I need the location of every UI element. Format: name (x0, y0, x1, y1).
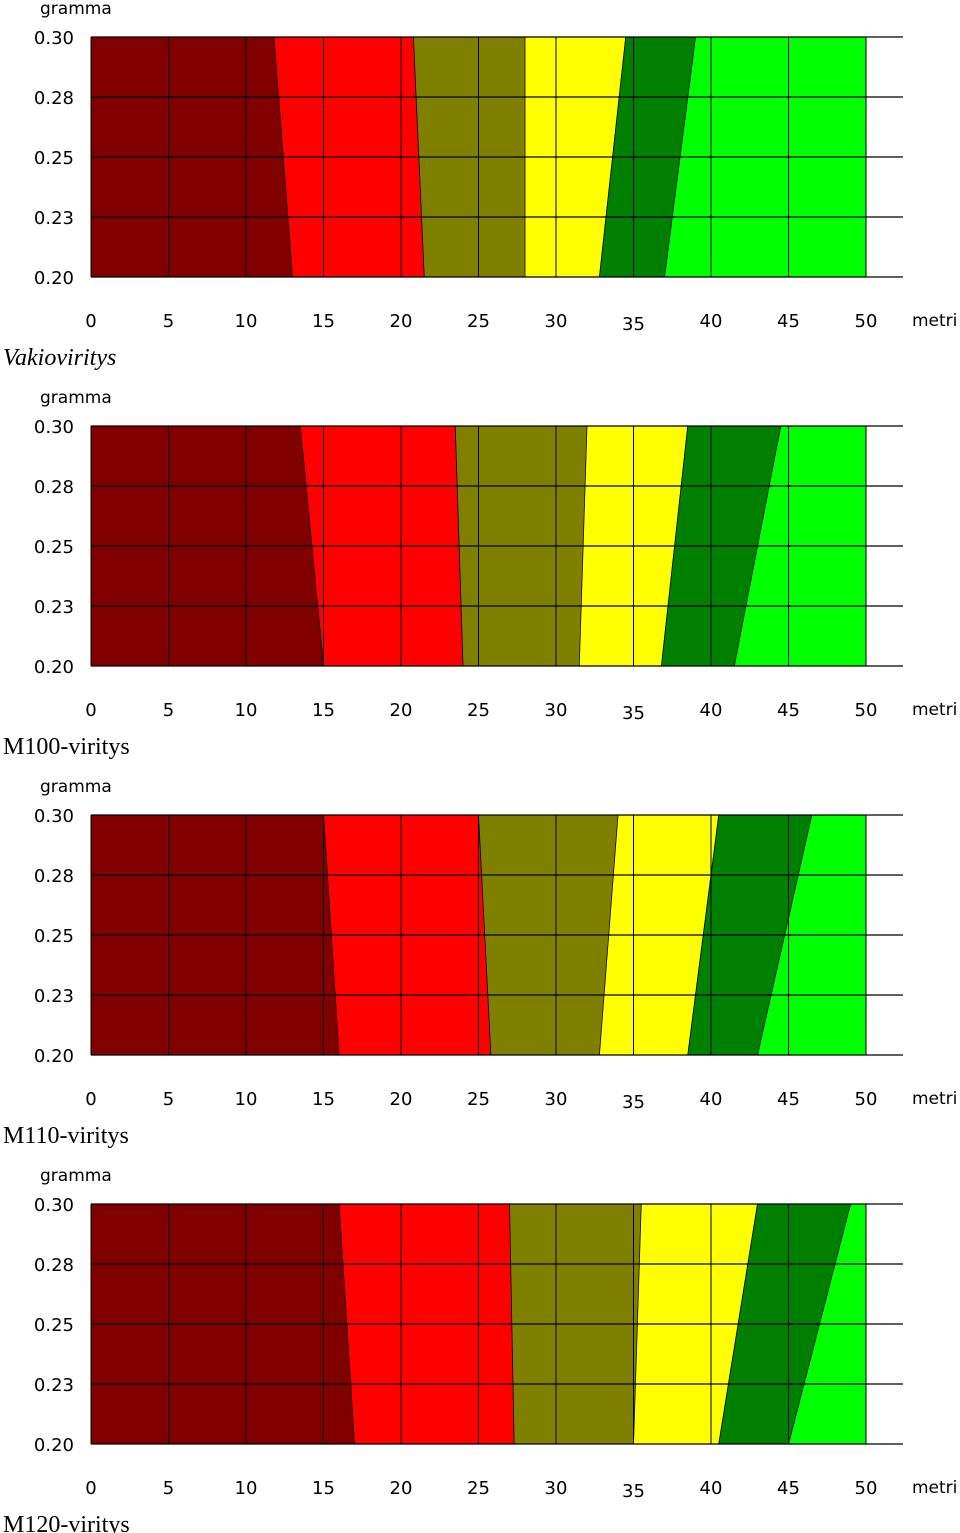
x-tick-label: 5 (163, 311, 174, 332)
x-axis-label: metri (912, 311, 957, 331)
y-tick-label: 0.30 (34, 806, 74, 827)
x-tick-label: 15 (312, 311, 335, 332)
y-tick-label: 0.23 (34, 597, 74, 618)
chart-caption: M100-viritys (3, 734, 130, 760)
x-tick-label: 30 (545, 700, 568, 721)
x-tick-label: 40 (700, 700, 723, 721)
x-tick-label: 45 (777, 1089, 800, 1110)
x-tick-label: 10 (235, 1478, 258, 1499)
x-tick-label: 20 (390, 1478, 413, 1499)
x-tick-label: 20 (390, 700, 413, 721)
y-tick-label: 0.28 (34, 866, 74, 887)
x-tick-label: 40 (700, 1478, 723, 1499)
y-axis-label: gramma (40, 388, 112, 408)
x-tick-label: 45 (777, 1478, 800, 1499)
y-tick-label: 0.20 (34, 268, 74, 289)
y-tick-label: 0.28 (34, 1255, 74, 1276)
x-tick-label: 45 (777, 311, 800, 332)
x-tick-label: 20 (390, 311, 413, 332)
x-tick-label: 5 (163, 1478, 174, 1499)
y-tick-label: 0.20 (34, 1435, 74, 1456)
x-tick-label: 10 (235, 700, 258, 721)
y-axis-label: gramma (40, 0, 112, 19)
x-tick-label: 35 (622, 314, 645, 335)
y-tick-label: 0.25 (34, 926, 74, 947)
x-tick-label: 50 (855, 1089, 878, 1110)
chart-panel-1: 0.30 0.28 0.25 0.23 0.20 0 5 10 15 20 25 30 35 40 45 50… (3, 0, 957, 371)
x-axis-label: metri (912, 700, 957, 720)
x-tick-label: 0 (85, 1478, 96, 1499)
x-tick-label: 40 (700, 1089, 723, 1110)
x-tick-label: 15 (312, 1089, 335, 1110)
y-tick-label: 0.25 (34, 1315, 74, 1336)
x-tick-label: 25 (467, 311, 490, 332)
y-tick-label: 0.28 (34, 88, 74, 109)
x-tick-label: 15 (312, 1478, 335, 1499)
y-tick-label: 0.30 (34, 28, 74, 49)
x-tick-label: 40 (700, 311, 723, 332)
x-tick-label: 50 (855, 700, 878, 721)
x-tick-label: 35 (622, 703, 645, 724)
x-tick-label: 35 (622, 1481, 645, 1502)
x-tick-label: 30 (545, 311, 568, 332)
x-tick-label: 30 (545, 1478, 568, 1499)
x-tick-label: 35 (622, 1092, 645, 1113)
chart-panel-2: 0.30 0.28 0.25 0.23 0.20 0 5 10 15 20 25 30 35 40 45 50… (3, 388, 957, 760)
x-tick-label: 5 (163, 700, 174, 721)
y-tick-label: 0.23 (34, 1375, 74, 1396)
y-tick-label: 0.30 (34, 417, 74, 438)
chart-panel-3: 0.30 0.28 0.25 0.23 0.20 0 5 10 15 20 25 30 35 40 45 50… (3, 777, 957, 1149)
y-tick-label: 0.23 (34, 208, 74, 229)
y-axis-label: gramma (40, 777, 112, 797)
x-tick-label: 45 (777, 700, 800, 721)
y-tick-label: 0.20 (34, 657, 74, 678)
chart-caption: M120-viritys (3, 1512, 130, 1533)
x-tick-label: 15 (312, 700, 335, 721)
x-tick-label: 0 (85, 311, 96, 332)
y-axis-label: gramma (40, 1166, 112, 1186)
x-axis-label: metri (912, 1478, 957, 1498)
y-tick-label: 0.25 (34, 148, 74, 169)
x-axis-label: metri (912, 1089, 957, 1109)
x-tick-label: 20 (390, 1089, 413, 1110)
chart-caption: Vakioviritys (3, 345, 116, 371)
x-tick-label: 25 (467, 700, 490, 721)
chart-panel-4: 0.30 0.28 0.25 0.23 0.20 0 5 10 15 20 25 30 35 40 45 50… (3, 1166, 957, 1533)
x-tick-label: 10 (235, 1089, 258, 1110)
y-tick-label: 0.28 (34, 477, 74, 498)
y-tick-label: 0.20 (34, 1046, 74, 1067)
x-tick-label: 0 (85, 700, 96, 721)
x-tick-label: 25 (467, 1478, 490, 1499)
y-tick-label: 0.23 (34, 986, 74, 1007)
x-tick-label: 50 (855, 1478, 878, 1499)
y-tick-label: 0.25 (34, 537, 74, 558)
x-tick-label: 30 (545, 1089, 568, 1110)
x-tick-label: 25 (467, 1089, 490, 1110)
x-tick-label: 10 (235, 311, 258, 332)
y-tick-label: 0.30 (34, 1195, 74, 1216)
x-tick-label: 50 (855, 311, 878, 332)
chart-caption: M110-viritys (3, 1123, 129, 1149)
x-tick-label: 0 (85, 1089, 96, 1110)
x-tick-label: 5 (163, 1089, 174, 1110)
